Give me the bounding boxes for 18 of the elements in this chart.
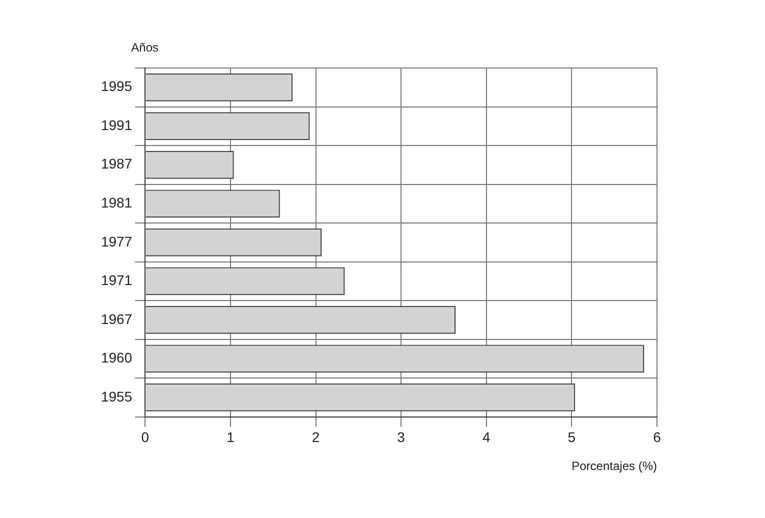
y-tick-label: 1991 bbox=[100, 116, 132, 133]
x-tick-label: 3 bbox=[397, 429, 406, 446]
y-tick-label: 1981 bbox=[100, 194, 132, 211]
y-tick-label: 1960 bbox=[100, 350, 132, 366]
x-tick-label: 1 bbox=[226, 429, 235, 446]
y-tick-label: 1977 bbox=[100, 233, 132, 250]
x-tick-label: 4 bbox=[482, 429, 490, 446]
y-tick-label: 1955 bbox=[100, 388, 132, 404]
y-tick-label: 1971 bbox=[100, 272, 132, 288]
x-tick-label: 6 bbox=[653, 429, 662, 446]
x-tick-label: 2 bbox=[312, 429, 320, 446]
x-axis-title: Porcentajes (%) bbox=[572, 459, 657, 474]
y-tick-label: 1987 bbox=[100, 156, 132, 172]
x-tick-label: 0 bbox=[141, 429, 150, 446]
y-tick-label: 1995 bbox=[100, 78, 132, 94]
y-tick-label: 1967 bbox=[100, 310, 132, 327]
y-axis-title: Años bbox=[131, 40, 159, 54]
x-tick-label: 5 bbox=[568, 429, 576, 446]
